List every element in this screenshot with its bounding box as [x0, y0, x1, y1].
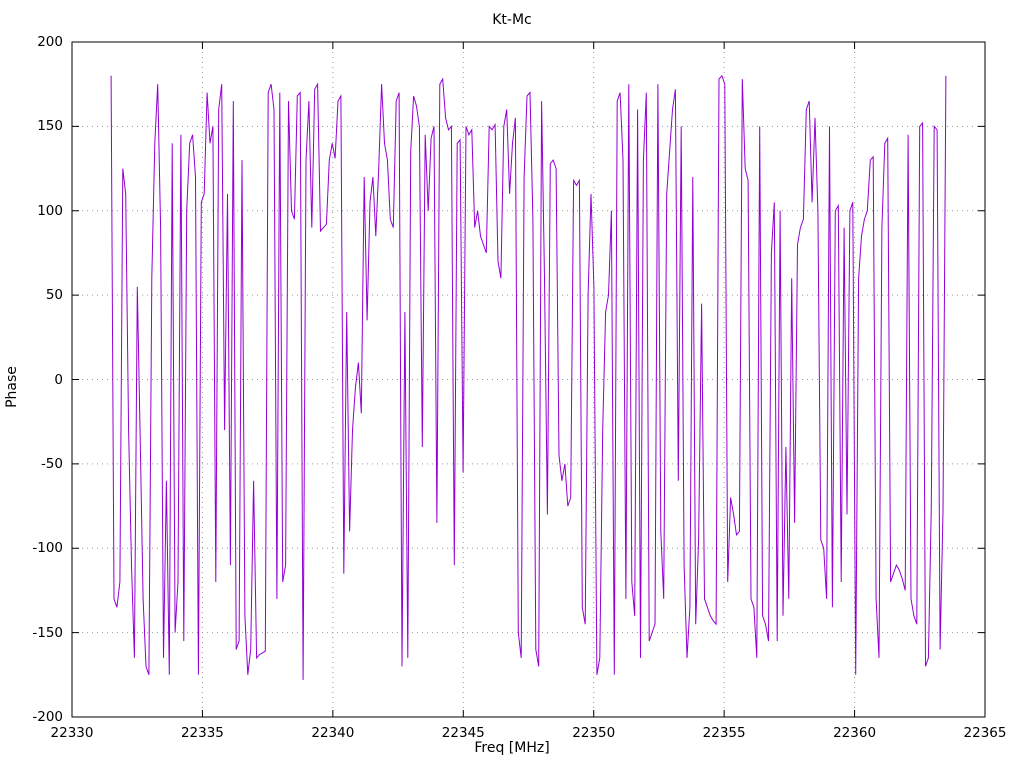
phase-series-line [110, 74, 947, 680]
x-tick-label: 22340 [311, 725, 355, 741]
y-tick-label: 100 [37, 202, 63, 219]
y-axis-label: Phase [4, 366, 20, 408]
y-tick-label: 0 [54, 371, 63, 388]
x-tick-label: 22355 [702, 725, 746, 741]
y-tick-label: -150 [32, 624, 63, 641]
chart-title: Kt-Mc [492, 12, 532, 28]
y-tick-label: 150 [37, 118, 63, 135]
x-tick-label: 22330 [50, 725, 94, 741]
x-tick-label: 22350 [572, 725, 616, 741]
x-tick-label: 22345 [441, 725, 485, 741]
y-tick-label: -200 [32, 709, 63, 725]
y-tick-label: 50 [45, 287, 63, 304]
x-tick-label: 22360 [833, 725, 877, 741]
x-axis-label: Freq [MHz] [474, 740, 550, 756]
x-tick-label: 22335 [180, 725, 224, 741]
y-tick-label: 200 [37, 34, 63, 50]
x-tick-label: 22365 [963, 725, 1007, 741]
y-tick-label: -100 [32, 540, 63, 557]
y-tick-label: -50 [40, 455, 63, 472]
